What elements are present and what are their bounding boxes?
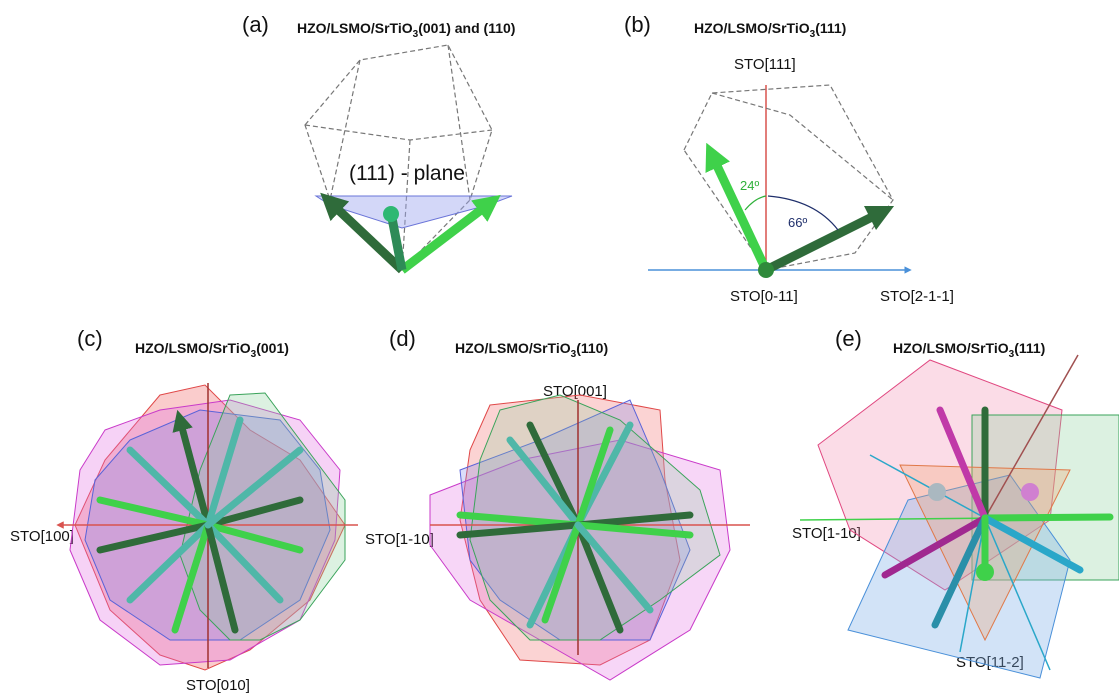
c-arrow-12 <box>204 446 304 529</box>
e-ball-grey <box>928 483 946 501</box>
c-arrow-8 <box>204 521 284 604</box>
c-arrow-4 <box>204 496 304 529</box>
arrow-b-left <box>705 142 771 272</box>
b-angle-arc-24 <box>744 195 767 211</box>
c-arrow-2 <box>204 416 244 529</box>
panel-d-graphic <box>429 394 750 681</box>
e-ball-green <box>976 563 994 581</box>
e-axis-cyan-3 <box>869 454 986 519</box>
c-arrow-10 <box>171 521 212 634</box>
axis-label-sto-100: STO[100] <box>10 528 74 545</box>
arrow-b-right <box>763 205 895 275</box>
d-arrow-10 <box>574 521 624 634</box>
d-arrow-3 <box>506 436 582 529</box>
arrow-a-back-ball <box>383 206 399 222</box>
panel-d-title: HZO/LSMO/SrTiO3(110) <box>455 340 608 360</box>
panel-c-title-prefix: HZO/LSMO/SrTiO <box>135 340 251 356</box>
e-ball-magenta <box>1021 483 1039 501</box>
axis-label-sto-010: STO[010] <box>186 677 250 694</box>
d-arrow-11 <box>541 521 582 624</box>
d-arrow-1 <box>526 421 582 529</box>
panel-b-title-suffix: (111) <box>815 20 847 36</box>
d-arrow-8 <box>574 521 694 539</box>
panel-a-title-sub: 3 <box>412 28 419 40</box>
angle-24-label: 24º <box>740 178 760 193</box>
c-arrow-1 <box>172 409 212 529</box>
d-arrow-4 <box>574 426 614 529</box>
panel-d-letter: (d) <box>389 326 416 351</box>
axis-label-sto-2-1-1: STO[2-1-1] <box>880 288 954 305</box>
c-arrows <box>96 409 304 634</box>
plane-label: (111) - plane <box>349 162 465 185</box>
panel-c-title: HZO/LSMO/SrTiO3(001) <box>135 340 289 360</box>
e-arrows <box>881 406 1114 629</box>
d-plane-green <box>469 394 721 641</box>
b-angle-arc-66 <box>767 195 839 231</box>
panel-e-graphic <box>799 354 1119 679</box>
panel-c-title-suffix: (001) <box>256 340 289 356</box>
panel-e-title: HZO/LSMO/SrTiO3(111) <box>893 340 1045 360</box>
e-axis-brown <box>984 354 1079 519</box>
panel-c-graphic <box>56 383 358 671</box>
c-arrow-7 <box>96 521 212 554</box>
axis-label-sto-1-10-e: STO[1-10] <box>792 525 861 542</box>
e-arrow-green-right <box>981 513 1114 522</box>
panel-a-graphic <box>304 44 513 274</box>
panel-a-title-suffix: (001) and (110) <box>418 20 516 36</box>
panel-a-title: HZO/LSMO/SrTiO3(001) and (110) <box>297 20 515 40</box>
panel-b-title: HZO/LSMO/SrTiO3(111) <box>694 20 846 40</box>
panel-e-title-suffix: (111) <box>1014 340 1046 356</box>
arrow-a-left <box>320 192 406 274</box>
axis-label-sto-0-11: STO[0-11] <box>730 288 798 305</box>
axis-label-sto-11-2: STO[11-2] <box>956 654 1024 671</box>
panel-b-graphic <box>648 84 912 278</box>
c-arrow-11 <box>204 521 239 634</box>
e-arrow-cyan-right <box>981 514 1084 574</box>
c-arrow-6 <box>204 521 304 554</box>
panel-e-title-sub: 3 <box>1008 348 1015 360</box>
b-cube-outline <box>683 84 894 271</box>
panel-e-title-prefix: HZO/LSMO/SrTiO <box>893 340 1009 356</box>
panel-d-title-prefix: HZO/LSMO/SrTiO <box>455 340 571 356</box>
c-arrow-5 <box>96 496 212 529</box>
e-axis-cyan-1 <box>984 517 1051 671</box>
axis-label-sto-111: STO[111] <box>734 56 796 73</box>
e-arrow-magenta-up <box>936 406 989 522</box>
arrow-a-right <box>399 194 501 274</box>
c-arrow-3 <box>126 446 212 529</box>
d-arrows <box>456 421 694 634</box>
panel-a-letter: (a) <box>242 12 269 37</box>
e-axis-cyan-2 <box>959 517 986 653</box>
angle-66-label: 66º <box>788 215 808 230</box>
panel-d-title-suffix: (110) <box>576 340 609 356</box>
panel-c-letter: (c) <box>77 326 103 351</box>
d-plane-magenta <box>429 439 731 681</box>
panel-e-letter: (e) <box>835 326 862 351</box>
d-arrow-6 <box>456 521 582 539</box>
panel-b-title-sub: 3 <box>809 28 816 40</box>
arrow-a-back <box>387 217 407 271</box>
e-arrow-magenta-left <box>881 514 989 579</box>
panel-c-title-sub: 3 <box>250 348 257 360</box>
panel-d-title-sub: 3 <box>570 348 577 360</box>
d-plane-red <box>459 394 681 666</box>
panel-b-title-prefix: HZO/LSMO/SrTiO <box>694 20 810 36</box>
b-origin-ball <box>758 262 774 278</box>
c-arrow-9 <box>126 521 212 604</box>
d-arrow-12 <box>574 521 654 614</box>
panel-a-title-prefix: HZO/LSMO/SrTiO <box>297 20 413 36</box>
e-arrow-cyan-left <box>931 514 989 629</box>
axis-label-sto-1-10-d: STO[1-10] <box>365 531 434 548</box>
panel-b-letter: (b) <box>624 12 651 37</box>
